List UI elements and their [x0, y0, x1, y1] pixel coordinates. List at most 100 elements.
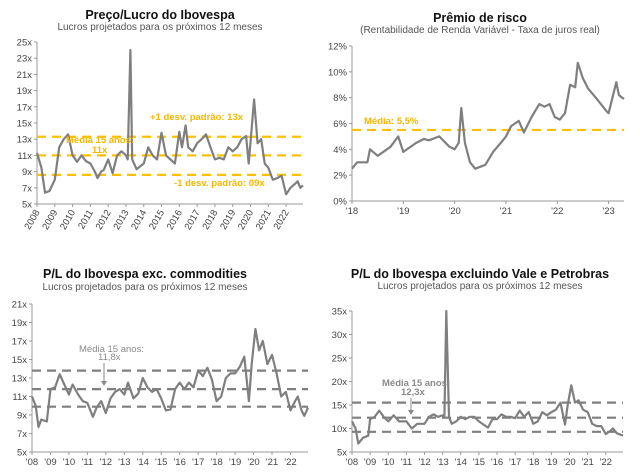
chart3-x-tick-label: '20 [247, 457, 259, 468]
chart3-x-tick-label: '11 [82, 457, 94, 468]
chart3-y-tick-label: 11x [12, 392, 27, 403]
chart3-series-line [30, 327, 310, 429]
chart2-y-tick-label: 6% [333, 119, 347, 130]
chart2-x-tick-label: '19 [397, 206, 409, 217]
chart3-x-tick-label: '15 [155, 457, 167, 468]
chart2-x-tick-label: '22 [551, 206, 563, 217]
chart1-y-tick-label: 15x [17, 119, 33, 130]
chart4-y-tick-label: 15x [332, 401, 348, 412]
chart2-x-tick-label: '21 [500, 206, 512, 217]
chart1-series-line [35, 49, 304, 196]
chart1-y-tick-label: 5x [22, 200, 32, 211]
chart1-minus-sd-label: -1 desv. padrão: 09x [174, 178, 265, 189]
chart2-title: Prêmio de risco [433, 11, 527, 25]
chart1-y-tick-label: 25x [17, 38, 33, 49]
chart3-x-tick-label: '13 [118, 457, 130, 468]
chart2-y-tick-label: 12% [328, 42, 348, 53]
chart3-x-tick-label: '21 [266, 457, 278, 468]
chart1-x-tick-label: 2016 [165, 208, 185, 232]
chart1-mean-value: 11x [92, 145, 108, 156]
chart3-x-tick-label: '12 [100, 457, 112, 468]
chart4-y-tick-label: 35x [332, 307, 348, 318]
chart1-y-tick-label: 11x [17, 151, 32, 162]
chart1-x-tick-label: 2011 [76, 208, 96, 231]
chart1-x-tick-label: 2019 [218, 208, 238, 232]
chart2-y-tick-label: 0% [333, 197, 347, 208]
chart4-x-tick-label: '19 [545, 457, 557, 468]
chart2-x-tick-label: '23 [602, 206, 614, 217]
chart1-y-tick-label: 17x [17, 102, 33, 113]
chart1-y-tick-label: 13x [17, 135, 33, 146]
chart3-mean-value: 11,8x [98, 352, 121, 363]
chart4-x-tick-label: '13 [436, 457, 448, 468]
chart3-title: P/L do Ibovespa exc. commodities [43, 267, 247, 281]
chart3-y-tick-label: 17x [12, 337, 28, 348]
chart1-x-tick-label: 2015 [147, 208, 167, 232]
chart4-y-tick-label: 20x [332, 377, 348, 388]
chart3-y-tick-label: 9x [17, 411, 27, 422]
chart1-y-tick-label: 9x [22, 167, 32, 178]
chart1-x-tick-label: 2021 [254, 208, 274, 232]
chart4-mean-label: Média 15 anos: [382, 378, 451, 389]
chart3-y-tick-label: 19x [12, 318, 28, 329]
chart2-subtitle: (Rentabilidade de Renda Variável - Taxa … [360, 25, 600, 36]
chart1-x-tick-label: 2009 [40, 208, 60, 232]
chart3-x-tick-label: '10 [63, 457, 75, 468]
chart1-x-tick-label: 2014 [129, 208, 149, 232]
chart4-x-tick-label: '09 [364, 457, 376, 468]
chart3-x-tick-label: '22 [284, 457, 296, 468]
chart1-y-tick-label: 19x [17, 86, 33, 97]
chart4-x-tick-label: '22 [600, 457, 612, 468]
chart2-mean-label: Média: 5,5% [364, 116, 419, 127]
chart1-x-tick-label: 2012 [94, 208, 114, 232]
chart2-y-tick-label: 4% [333, 145, 347, 156]
chart1-x-tick-label: 2010 [58, 208, 78, 232]
chart3-mean-arrow-head [101, 381, 107, 386]
chart1-plus-sd-label: +1 desv. padrão: 13x [150, 112, 244, 123]
chart4-x-tick-label: '16 [491, 457, 503, 468]
chart3-x-tick-label: '18 [210, 457, 222, 468]
chart4-x-tick-label: '17 [509, 457, 521, 468]
chart4-y-tick-label: 25x [332, 354, 348, 365]
chart1-title: Preço/Lucro do Ibovespa [85, 8, 235, 22]
chart2-x-tick-label: '20 [448, 206, 460, 217]
chart3-x-tick-label: '19 [229, 457, 241, 468]
chart2-x-tick-label: '18 [346, 206, 358, 217]
chart4-x-tick-label: '14 [455, 457, 467, 468]
chart1-subtitle: Lucros projetados para os próximos 12 me… [57, 22, 263, 33]
chart1-x-tick-label: 2018 [200, 208, 220, 232]
chart4-x-tick-label: '08 [346, 457, 358, 468]
chart4-x-tick-label: '12 [418, 457, 430, 468]
chart3-x-tick-label: '14 [137, 457, 149, 468]
chart3-y-tick-label: 15x [12, 355, 28, 366]
chart4-x-tick-label: '18 [527, 457, 539, 468]
chart2-y-tick-label: 10% [328, 67, 348, 78]
chart3-subtitle: Lucros projetados para os próximos 12 me… [42, 282, 248, 293]
chart4-title: P/L do Ibovespa excluindo Vale e Petrobr… [350, 267, 610, 281]
chart1-y-tick-label: 23x [17, 54, 33, 65]
chart4-x-tick-label: '10 [382, 457, 394, 468]
chart3-x-tick-label: '09 [44, 457, 56, 468]
chart1-y-tick-label: 7x [22, 183, 32, 194]
chart1-y-tick-label: 21x [17, 70, 33, 81]
chart1-x-tick-label: 2020 [236, 208, 256, 232]
chart3-x-tick-label: '17 [192, 457, 204, 468]
chart4-mean-value: 12,3x [401, 387, 425, 398]
chart1-x-tick-label: 2017 [183, 208, 203, 232]
chart2-y-tick-label: 8% [333, 93, 347, 104]
chart1-x-tick-label: 2008 [23, 208, 43, 232]
chart2-series-line [351, 61, 625, 170]
chart3-y-tick-label: 5x [17, 448, 27, 459]
chart4-y-tick-label: 5x [337, 448, 347, 459]
chart2-y-tick-label: 2% [333, 171, 347, 182]
chart4-y-tick-label: 10x [332, 424, 348, 435]
chart1-x-tick-label: 2013 [111, 208, 131, 232]
chart3-y-tick-label: 21x [12, 300, 28, 311]
chart4-mean-arrow-head [408, 410, 414, 415]
chart3-x-tick-label: '08 [26, 457, 38, 468]
chart1-mean-label: Média 15 anos: [66, 135, 135, 146]
chart4-series-line [351, 309, 624, 445]
chart3-x-tick-label: '16 [173, 457, 185, 468]
